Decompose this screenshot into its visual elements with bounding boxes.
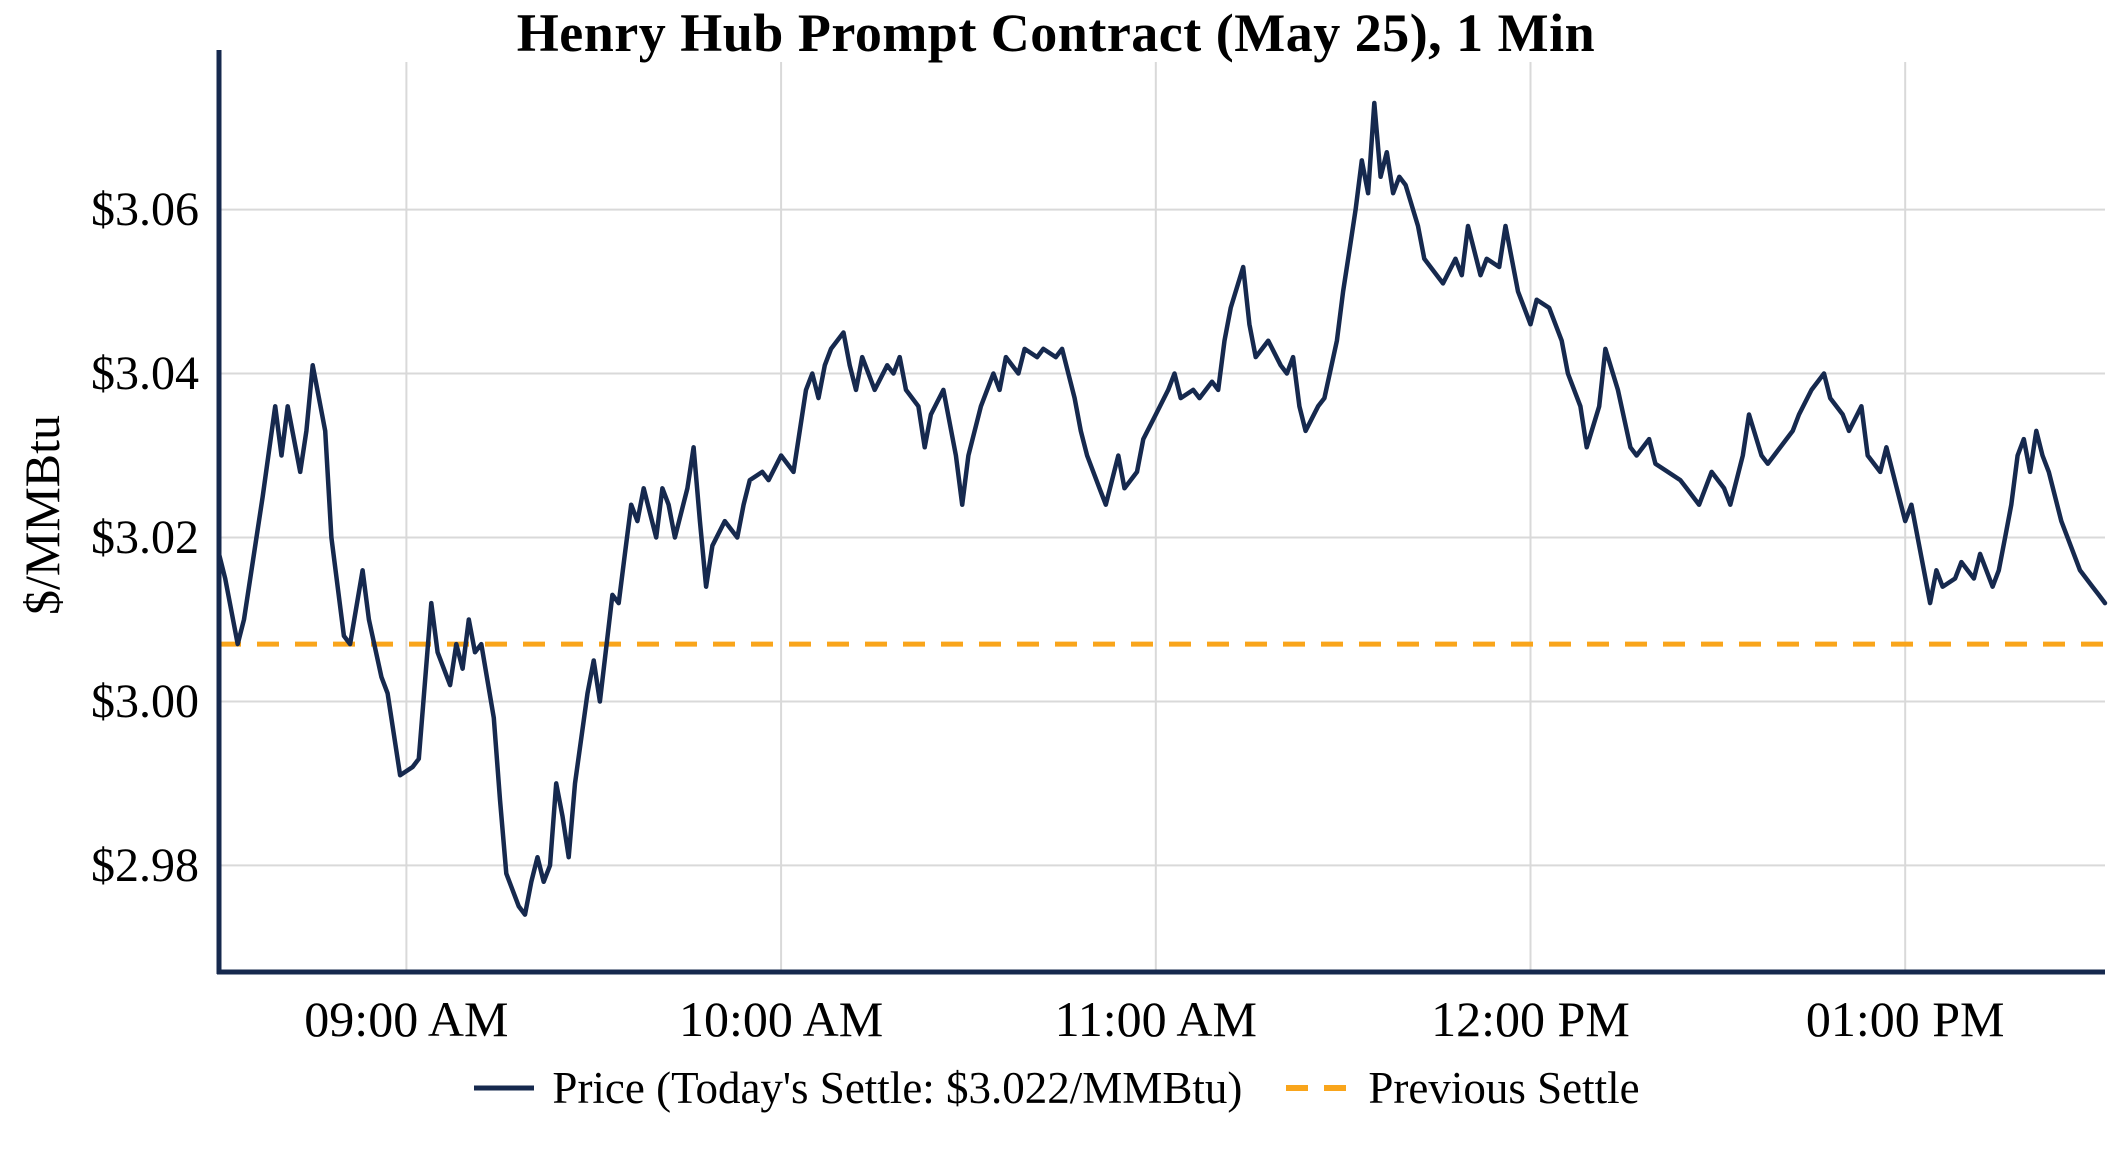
chart-title: Henry Hub Prompt Contract (May 25), 1 Mi… <box>516 3 1596 63</box>
x-tick-label: 10:00 AM <box>679 991 883 1047</box>
legend-previous-settle-label: Previous Settle <box>1368 1063 1640 1113</box>
legend-item-previous-settle: Previous Settle <box>1284 1062 1640 1114</box>
y-tick-label: $3.06 <box>91 183 199 236</box>
previous-settle-swatch <box>1286 1085 1351 1091</box>
legend-item-price: Price (Today's Settle: $3.022/MMBtu) <box>472 1062 1242 1114</box>
legend: Price (Today's Settle: $3.022/MMBtu) Pre… <box>0 1062 2112 1114</box>
x-tick-label: 01:00 PM <box>1806 991 2005 1047</box>
price-line <box>216 100 2108 917</box>
x-tick-label: 09:00 AM <box>304 991 508 1047</box>
y-tick-label: $3.04 <box>91 347 199 400</box>
x-tick-label: 11:00 AM <box>1055 991 1257 1047</box>
price-line-swatch <box>474 1085 535 1091</box>
legend-price-label: Price (Today's Settle: $3.022/MMBtu) <box>552 1063 1243 1113</box>
y-tick-label: $2.98 <box>91 839 199 892</box>
x-tick-label: 12:00 PM <box>1431 991 1630 1047</box>
y-tick-label: $3.00 <box>91 675 199 728</box>
y-tick-label: $3.02 <box>91 511 199 564</box>
